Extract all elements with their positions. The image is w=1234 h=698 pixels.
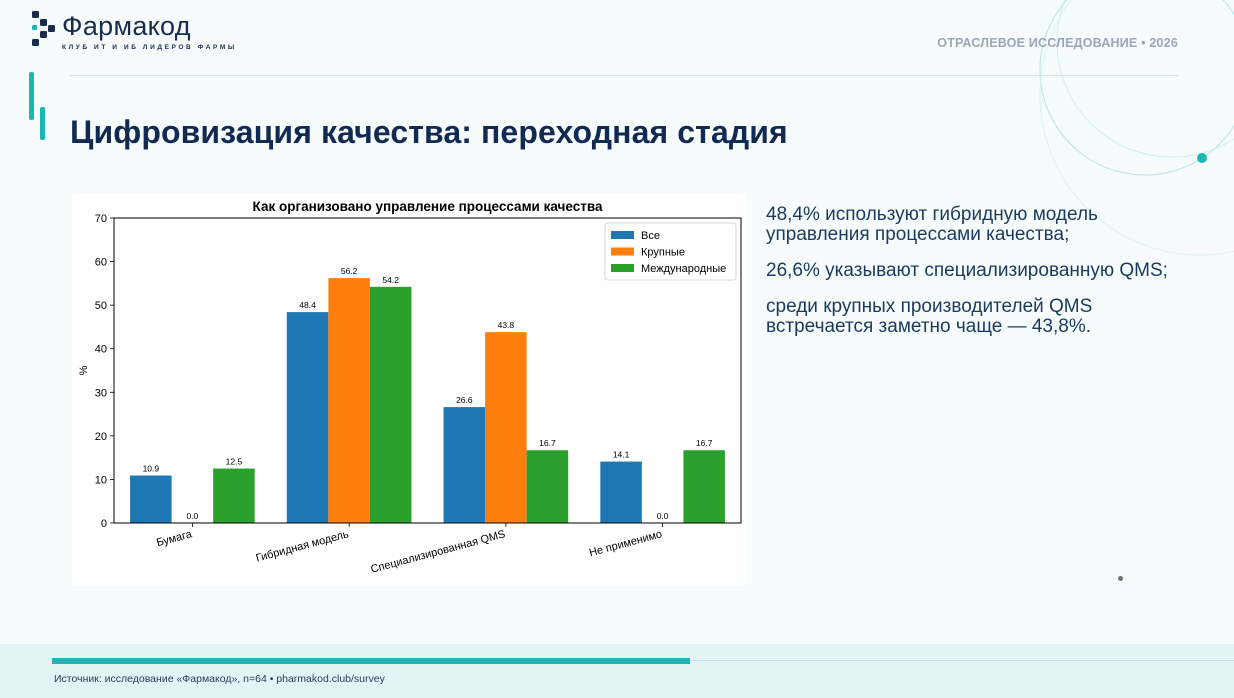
title-accent-bar [29, 72, 34, 120]
finding-text: среди крупных производителей QMS встреча… [766, 296, 1093, 337]
bar-chart: Как организовано управление процессами к… [78, 199, 742, 576]
bar-value-label: 16.7 [539, 438, 556, 448]
bar-value-label: 0.0 [186, 511, 198, 521]
bar-3 [369, 286, 412, 523]
bar-value-label: 0.0 [657, 511, 669, 521]
footer [0, 644, 1234, 698]
legend-label: Крупные [641, 247, 685, 259]
bar-3 [683, 450, 725, 523]
plot-frame [113, 217, 742, 524]
header-divider [70, 75, 1178, 76]
y-tick-label: 60 [95, 257, 107, 269]
y-tick-label: 40 [95, 344, 107, 356]
title-accent-bar-small [40, 107, 45, 140]
y-tick-label: 50 [95, 300, 107, 312]
chart-title: Как организовано управление процессами к… [253, 199, 603, 214]
y-tick-label: 10 [95, 474, 107, 486]
chart-card: Как организовано управление процессами к… [72, 193, 747, 585]
y-axis-label: % [78, 365, 90, 375]
legend-label: Все [641, 230, 660, 242]
x-tick-label: Бумага [155, 528, 194, 549]
bar-3 [526, 450, 569, 523]
bar-value-label: 16.7 [696, 438, 713, 448]
legend-swatch-3 [611, 264, 634, 272]
finding-text: 48,4% используют гибридную модель управл… [766, 204, 1098, 245]
y-tick-label: 0 [101, 518, 107, 530]
finding-text: 26,6% указывают специализированную QMS; [766, 260, 1168, 281]
x-tick-label: Специализированная QMS [370, 528, 507, 576]
footer-accent-bar [52, 658, 690, 664]
legend-label: Международные [641, 263, 726, 275]
bar-value-label: 14.1 [613, 450, 630, 460]
bar-1 [130, 475, 172, 523]
logo-tagline: КЛУБ ИТ И ИБ ЛИДЕРОВ ФАРМЫ [62, 44, 237, 51]
bar-2 [485, 332, 527, 523]
slide-title: Цифровизация качества: переходная стадия [70, 114, 788, 150]
bar-value-label: 54.2 [382, 275, 399, 285]
bar-3 [213, 468, 255, 523]
bar-value-label: 43.8 [498, 320, 515, 330]
legend-box [604, 222, 737, 281]
bar-value-label: 48.4 [299, 300, 316, 310]
source-note: Источник: исследование «Фармакод», n=64 … [54, 673, 385, 685]
study-label: ОТРАСЛЕВОЕ ИССЛЕДОВАНИЕ • 2026 [937, 36, 1178, 50]
bar-1 [600, 461, 642, 523]
bar-value-label: 10.9 [143, 464, 160, 474]
logo-name: Фармакод [62, 11, 191, 41]
brand-logo: Фармакод КЛУБ ИТ И ИБ ЛИДЕРОВ ФАРМЫ [32, 10, 237, 51]
y-tick-label: 70 [95, 213, 107, 225]
footer-divider [690, 660, 1234, 661]
bar-1 [286, 312, 329, 523]
x-tick-label: Гибридная модель [255, 528, 351, 564]
bar-value-label: 26.6 [456, 395, 473, 405]
y-tick-label: 30 [95, 387, 107, 399]
y-tick-label: 20 [95, 431, 107, 443]
x-tick-label: Не применимо [588, 528, 663, 559]
key-findings: 48,4% используют гибридную модель управл… [766, 205, 1186, 353]
logo-mark-icon [32, 11, 55, 46]
bar-2 [328, 278, 370, 523]
bar-value-label: 12.5 [226, 457, 243, 467]
decorative-dot [1197, 153, 1207, 163]
legend-swatch-2 [611, 247, 634, 256]
bar-value-label: 56.2 [341, 266, 358, 276]
decorative-dot-small [1118, 576, 1123, 581]
bar-1 [443, 407, 486, 523]
legend-swatch-1 [611, 231, 634, 239]
